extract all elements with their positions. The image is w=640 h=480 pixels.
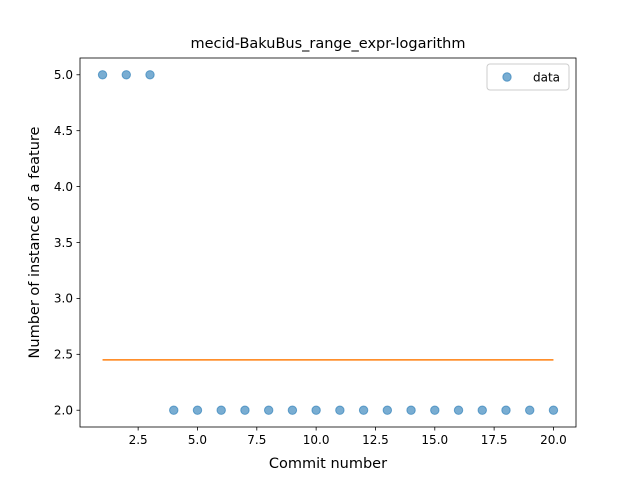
legend: data [486, 63, 570, 91]
data-point [216, 405, 226, 415]
data-point [169, 405, 179, 415]
data-point [382, 405, 393, 415]
x-tick-label: 15.0 [421, 433, 448, 447]
y-tick-label: 2.0 [54, 404, 73, 418]
legend-label: data [533, 70, 560, 84]
data-point [240, 405, 250, 415]
data-point [311, 405, 321, 415]
data-point [430, 405, 440, 415]
x-tick-label: 20.0 [540, 433, 567, 447]
x-axis-label: Commit number [269, 456, 387, 472]
x-axis: 2.5 5.0 7.5 10.0 12.5 15.0 17.5 20.0 [129, 427, 567, 447]
data-point [501, 405, 511, 415]
y-tick-label: 5.0 [54, 68, 73, 82]
data-point [97, 70, 108, 80]
y-tick-label: 3.0 [54, 292, 73, 306]
data-point [358, 405, 369, 415]
data-point [548, 405, 559, 415]
data-point [145, 70, 155, 80]
data-point [335, 405, 345, 415]
y-tick-label: 4.0 [54, 180, 73, 194]
plot-frame [79, 57, 577, 428]
chart-title: mecid-BakuBus_range_expr-logarithm [191, 36, 466, 52]
x-tick-label: 7.5 [247, 433, 266, 447]
data-point [406, 405, 416, 415]
x-tick-label: 17.5 [481, 433, 508, 447]
data-point [121, 70, 131, 80]
plot-marks [97, 70, 559, 415]
y-tick-label: 4.5 [54, 124, 73, 138]
data-point [525, 405, 535, 415]
data-point [477, 405, 487, 415]
data-point [263, 405, 274, 415]
x-tick-label: 12.5 [362, 433, 389, 447]
data-point [287, 405, 298, 415]
data-point [192, 405, 203, 415]
y-axis-label: Number of instance of a feature [27, 126, 43, 358]
y-axis: 2.0 2.5 3.0 3.5 4.0 4.5 5.0 [54, 68, 80, 418]
x-tick-label: 2.5 [129, 433, 148, 447]
legend-marker [502, 72, 512, 82]
x-tick-label: 5.0 [188, 433, 207, 447]
x-tick-label: 10.0 [303, 433, 330, 447]
legend-box [486, 63, 570, 91]
data-point [453, 405, 464, 415]
y-tick-label: 2.5 [54, 348, 73, 362]
y-tick-label: 3.5 [54, 236, 73, 250]
